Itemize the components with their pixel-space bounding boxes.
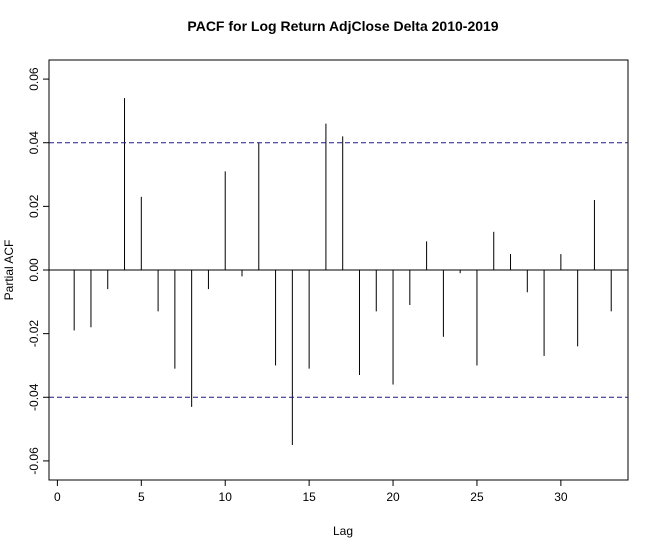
x-tick-label: 20 xyxy=(386,490,400,504)
y-axis-label: Partial ACF xyxy=(2,240,16,301)
y-axis: -0.06 -0.04 -0.02 0.00 0.02 0.04 0.06 xyxy=(27,67,50,475)
chart-title: PACF for Log Return AdjClose Delta 2010-… xyxy=(187,18,498,34)
x-tick-label: 0 xyxy=(54,490,61,504)
x-axis-label: Lag xyxy=(333,524,353,538)
x-tick-label: 15 xyxy=(302,490,316,504)
y-tick-label: 0.04 xyxy=(27,131,41,155)
y-tick-label: -0.02 xyxy=(27,320,41,348)
confidence-bounds xyxy=(49,142,628,398)
y-tick-label: -0.06 xyxy=(27,447,41,475)
x-tick-label: 30 xyxy=(554,490,568,504)
x-axis: 0 5 10 15 20 25 30 xyxy=(54,479,568,504)
y-tick-label: 0.02 xyxy=(27,194,41,218)
bar-group xyxy=(73,98,612,445)
x-tick-label: 5 xyxy=(138,490,145,504)
y-tick-label: 0.00 xyxy=(27,258,41,282)
x-tick-label: 25 xyxy=(470,490,484,504)
y-tick-label: -0.04 xyxy=(27,383,41,411)
y-tick-label: 0.06 xyxy=(27,67,41,91)
x-tick-label: 10 xyxy=(219,490,233,504)
